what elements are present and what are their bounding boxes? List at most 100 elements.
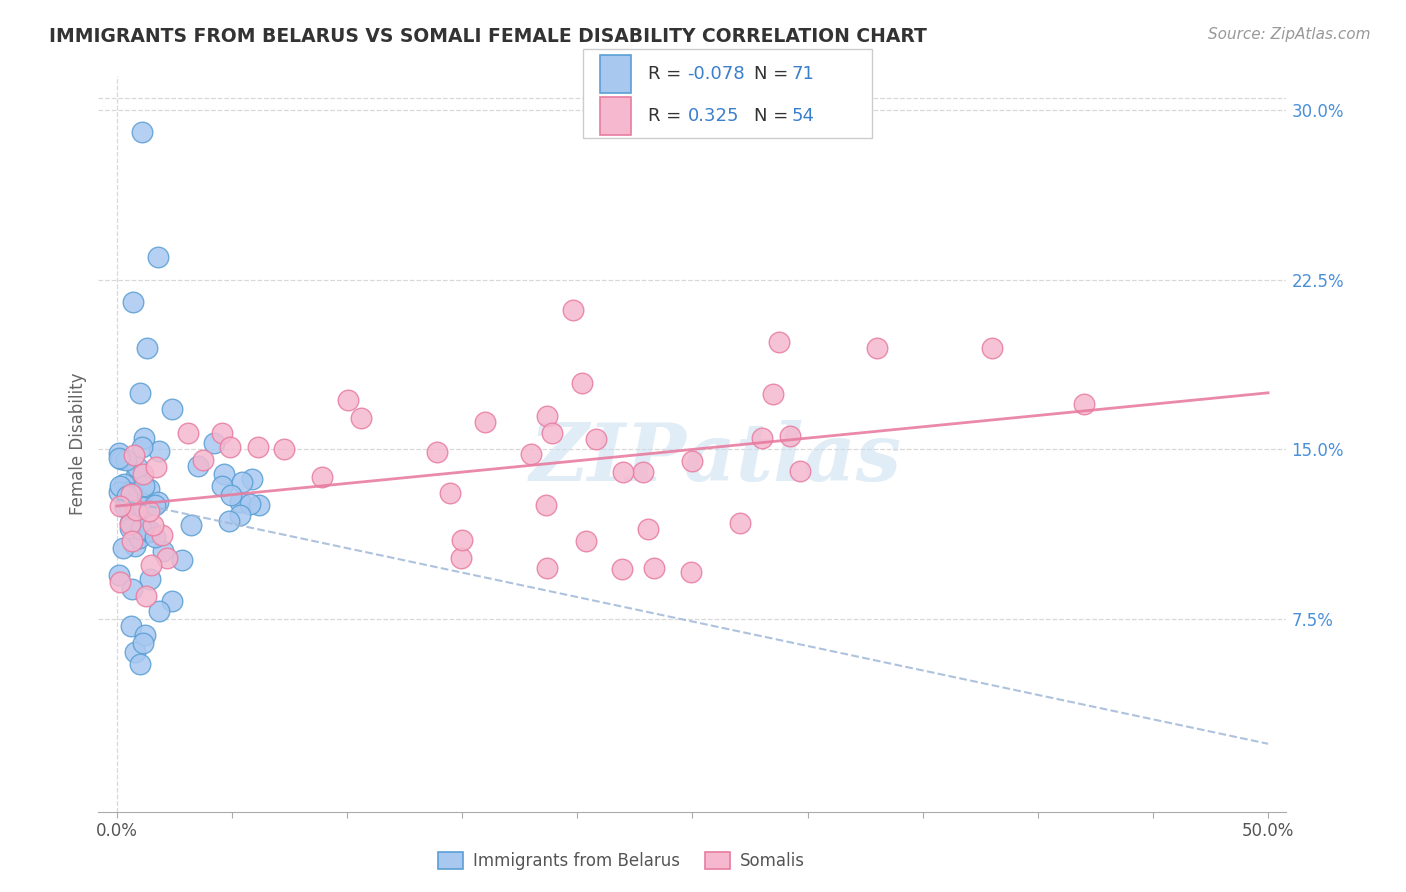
Point [451, 533, 474, 547]
Point [108, 478, 131, 492]
Point [128, 385, 150, 400]
Point [139, 524, 162, 539]
Point [108, 485, 131, 500]
Text: N =: N = [754, 107, 793, 125]
Point [562, 302, 585, 317]
Point [142, 517, 165, 532]
Text: ZIPatlas: ZIPatlas [530, 420, 903, 497]
Point [132, 467, 155, 481]
Point [160, 594, 183, 608]
Point [121, 582, 143, 597]
Point [212, 467, 235, 481]
Point [118, 502, 141, 516]
Point [120, 619, 142, 633]
Point [273, 442, 295, 457]
Point [122, 507, 145, 521]
Point [148, 250, 170, 264]
Point [160, 402, 183, 417]
Point [768, 335, 790, 350]
Point [125, 500, 148, 515]
Point [350, 410, 373, 425]
Point [135, 341, 157, 355]
Point [139, 524, 162, 539]
Point [536, 561, 558, 575]
Point [177, 426, 200, 441]
Text: R =: R = [648, 65, 688, 83]
Point [138, 482, 160, 496]
Point [118, 501, 141, 516]
Point [135, 589, 157, 603]
Point [110, 451, 132, 466]
Point [474, 415, 496, 429]
Point [571, 376, 593, 391]
Point [121, 490, 143, 504]
Point [143, 530, 166, 544]
Point [114, 500, 136, 515]
Point [112, 476, 135, 491]
Y-axis label: Female Disability: Female Disability [69, 373, 87, 515]
Point [121, 534, 143, 549]
Point [152, 528, 174, 542]
Point [450, 550, 472, 565]
Point [240, 472, 263, 486]
Text: Source: ZipAtlas.com: Source: ZipAtlas.com [1208, 27, 1371, 42]
Point [118, 521, 141, 535]
Point [115, 484, 138, 499]
Point [145, 459, 167, 474]
Point [145, 498, 167, 512]
Point [118, 502, 141, 516]
Point [337, 393, 360, 408]
Point [134, 478, 156, 492]
Text: R =: R = [648, 107, 688, 125]
Text: N =: N = [754, 65, 793, 83]
Point [122, 295, 145, 310]
Text: 71: 71 [792, 65, 814, 83]
Point [120, 516, 142, 531]
Point [211, 425, 233, 440]
Text: 0.325: 0.325 [688, 107, 740, 125]
Point [132, 431, 155, 445]
Point [108, 499, 131, 513]
Point [679, 565, 702, 579]
Point [247, 498, 270, 512]
Point [124, 495, 146, 509]
Point [610, 562, 633, 576]
Point [111, 541, 134, 556]
Text: IMMIGRANTS FROM BELARUS VS SOMALI FEMALE DISABILITY CORRELATION CHART: IMMIGRANTS FROM BELARUS VS SOMALI FEMALE… [49, 27, 927, 45]
Point [681, 454, 703, 468]
Point [439, 486, 461, 500]
Point [520, 447, 543, 461]
Point [631, 465, 654, 479]
Point [218, 514, 240, 528]
Point [127, 459, 149, 474]
Point [139, 572, 162, 586]
Point [575, 534, 598, 549]
Point [637, 522, 659, 536]
Point [229, 495, 252, 509]
Point [866, 341, 889, 355]
Point [172, 553, 194, 567]
Point [131, 440, 153, 454]
Point [789, 464, 811, 478]
Point [132, 635, 155, 649]
Point [536, 409, 558, 423]
Point [311, 470, 333, 484]
Point [125, 503, 148, 517]
Point [239, 497, 262, 511]
Point [108, 451, 131, 466]
Point [191, 452, 214, 467]
Point [585, 432, 607, 446]
Point [643, 561, 665, 575]
Point [156, 551, 179, 566]
Point [612, 465, 634, 479]
Point [751, 431, 773, 445]
Point [124, 645, 146, 659]
Point [124, 513, 146, 527]
Text: 54: 54 [792, 107, 814, 125]
Point [132, 496, 155, 510]
Point [125, 469, 148, 483]
Text: -0.078: -0.078 [688, 65, 745, 83]
Point [980, 341, 1002, 355]
Point [124, 539, 146, 553]
Point [229, 508, 252, 523]
